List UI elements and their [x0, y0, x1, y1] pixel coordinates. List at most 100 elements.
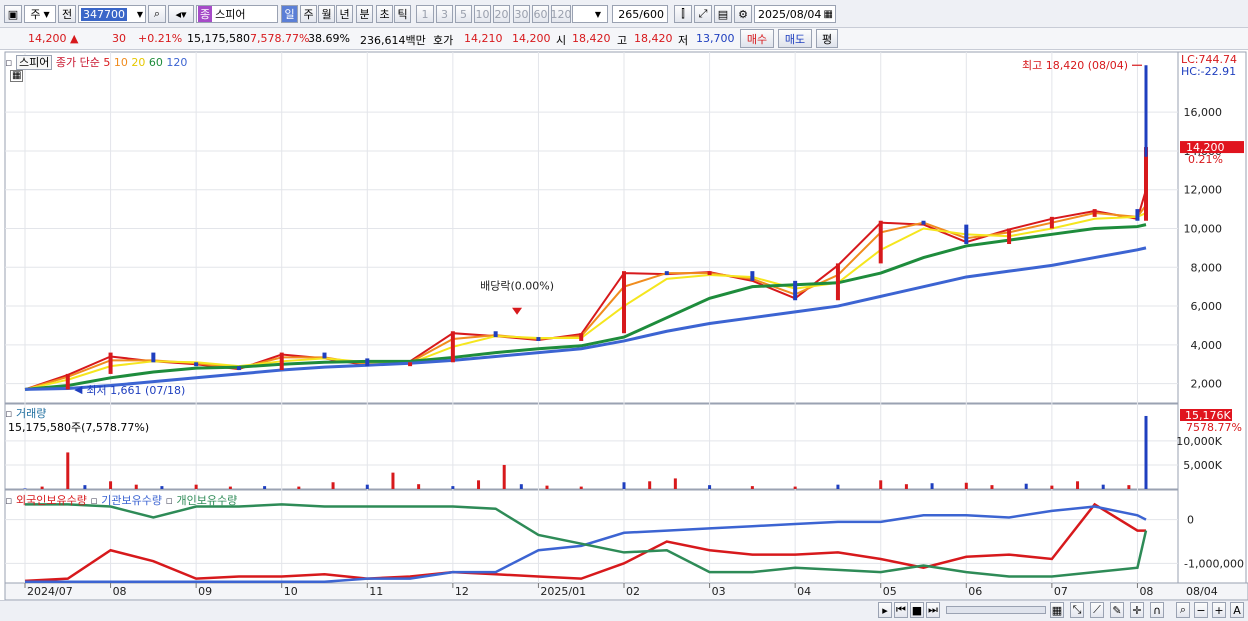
price-panel: [4, 51, 1179, 404]
speaker-icon[interactable]: ◂▾: [168, 5, 194, 23]
crosshair-icon[interactable]: ✛: [1130, 602, 1144, 618]
interval-button[interactable]: 3: [436, 5, 453, 23]
buy-button[interactable]: 매수: [740, 29, 774, 48]
count-field[interactable]: 265/600: [612, 5, 668, 23]
volume-bar: [228, 486, 232, 489]
volume-bar: [648, 481, 652, 489]
prev-button[interactable]: 전: [58, 5, 76, 23]
interval-button[interactable]: 60: [532, 5, 549, 23]
period-tab[interactable]: 일: [281, 5, 298, 23]
volume-bar: [930, 483, 934, 489]
code-value: 347700: [81, 7, 127, 21]
volume-bar: [1024, 483, 1028, 489]
window-icon[interactable]: ▣: [4, 5, 22, 23]
volume-bar: [990, 485, 994, 489]
text-size-icon[interactable]: A: [1230, 602, 1244, 618]
grid-icon[interactable]: ▦: [1050, 602, 1064, 618]
stock-name-field[interactable]: 종 스피어: [196, 5, 278, 23]
scroll-right-icon[interactable]: ▸: [878, 602, 892, 618]
zoom-out-icon[interactable]: −: [1194, 602, 1208, 618]
volume-bar: [477, 480, 481, 489]
line-tool-icon[interactable]: ⟋: [1090, 602, 1104, 618]
interval-button[interactable]: 5: [455, 5, 472, 23]
count-total: /600: [639, 7, 664, 21]
legend-individual: 개인보유수량: [176, 494, 238, 507]
table-icon[interactable]: ▦: [10, 70, 24, 82]
candle: [964, 224, 969, 245]
volume-value: 15,175,580: [187, 32, 250, 45]
stock-name: 스피어: [215, 8, 246, 21]
candle: [108, 352, 113, 374]
x-tick-label: 03: [712, 585, 726, 598]
calendar-icon: ▦: [823, 8, 833, 20]
eval-button[interactable]: 평: [816, 29, 838, 48]
amount-value: 236,614백만: [360, 34, 426, 47]
zoom-fit-icon[interactable]: ⤡: [1070, 602, 1084, 618]
volume-bar: [109, 481, 113, 489]
y-tick-label: 5,000K: [1183, 459, 1222, 472]
high-label: 고: [617, 34, 628, 47]
volume-subtitle: 15,175,580주(7,578.77%): [8, 421, 150, 434]
high-annotation: 최고 18,420 (08/04): [1022, 59, 1128, 72]
period-tab[interactable]: 틱: [394, 5, 411, 23]
zoom-in-icon[interactable]: +: [1212, 602, 1226, 618]
volume-ratio: 7,578.77%: [250, 32, 310, 45]
low-annotation: 최저 1,661 (07/18): [86, 384, 185, 397]
period-tab[interactable]: 분: [356, 5, 373, 23]
interval-button[interactable]: 30: [513, 5, 530, 23]
sell-button[interactable]: 매도: [778, 29, 812, 48]
draw-icon[interactable]: ✎: [1110, 602, 1124, 618]
magnet-icon[interactable]: ∩: [1150, 602, 1164, 618]
volume-tag: 15,176K: [1185, 409, 1231, 422]
volume-bar: [793, 486, 797, 489]
date-field[interactable]: 2025/08/04 ▦: [754, 5, 836, 23]
x-tick-label: 06: [968, 585, 982, 598]
search-icon[interactable]: ⌕: [148, 5, 166, 23]
volume-bar: [365, 484, 369, 489]
period-tab[interactable]: 월: [318, 5, 335, 23]
zoom-slider[interactable]: [946, 606, 1046, 614]
candle-icon[interactable]: ⫿: [674, 5, 692, 23]
period-tab[interactable]: 년: [336, 5, 353, 23]
interval-button[interactable]: 120: [551, 5, 572, 23]
candle: [921, 220, 926, 225]
candle: [279, 352, 284, 371]
y-tick-label: 2,000: [1191, 378, 1223, 391]
candle: [1007, 228, 1012, 245]
candle: [194, 362, 199, 367]
gear-icon[interactable]: ⚙: [734, 5, 752, 23]
quote-bar: 14,200 ▲ 30 +0.21% 15,175,580 7,578.77% …: [0, 28, 1248, 50]
candle: [793, 280, 798, 301]
volume-bar: [1144, 415, 1148, 489]
zoom-icon[interactable]: ⌕: [1176, 602, 1190, 618]
interval-button[interactable]: 10: [474, 5, 491, 23]
legend-dot: ▫: [165, 494, 173, 507]
rewind-icon[interactable]: ⏮: [894, 602, 908, 618]
volume-bar: [331, 482, 335, 489]
candle: [322, 352, 327, 359]
x-tick-label: 09: [198, 585, 212, 598]
interval-select[interactable]: ▼: [572, 5, 608, 23]
interval-button[interactable]: 20: [493, 5, 510, 23]
legend-foreign: 외국인보유수량: [15, 494, 87, 507]
y-tick-label: 10,000: [1184, 223, 1223, 236]
fast-forward-icon[interactable]: ⏭: [926, 602, 940, 618]
x-tick-label: 10: [284, 585, 298, 598]
period-tab[interactable]: 주: [300, 5, 317, 23]
legend-institution: 기관보유수량: [101, 494, 163, 507]
market-mode-select[interactable]: 주 ▼: [24, 5, 56, 23]
period-tab[interactable]: 초: [376, 5, 393, 23]
price-tag: 14,200: [1186, 141, 1225, 154]
sell-label: 매도: [784, 32, 806, 46]
series-ma60: [24, 223, 1147, 391]
volume-bar: [579, 486, 583, 489]
interval-button[interactable]: 1: [416, 5, 434, 23]
code-input[interactable]: 347700 ▼: [78, 5, 146, 23]
legend-ma20: 20: [131, 56, 146, 69]
line-tool-icon[interactable]: ⤢: [694, 5, 712, 23]
save-icon[interactable]: ▤: [714, 5, 732, 23]
stop-icon[interactable]: ■: [910, 602, 924, 618]
x-tick-label: 04: [797, 585, 811, 598]
